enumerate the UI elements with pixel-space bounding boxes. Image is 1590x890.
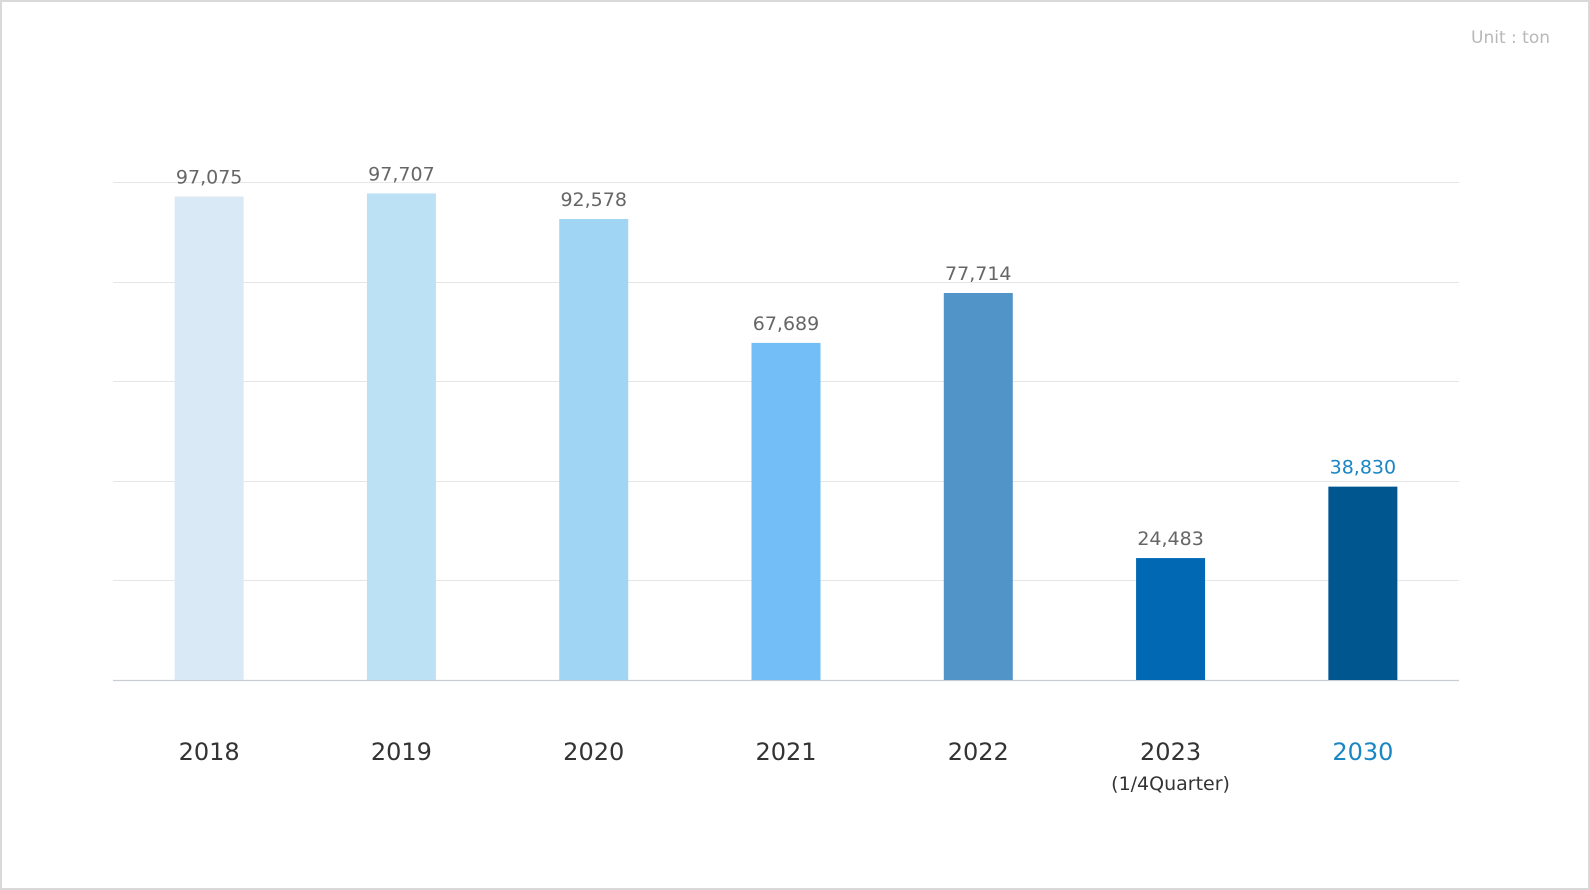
bar-2019 [366,193,436,681]
bar-2020 [559,218,629,681]
bar-2030 [1328,486,1398,680]
unit-label: Unit : ton [1471,28,1550,48]
category-label-2019: 2019 [371,738,432,766]
value-label-2021: 67,689 [753,313,819,335]
bars [174,193,1398,681]
value-label-2019: 97,707 [368,163,434,185]
bar-2021 [751,342,821,680]
category-label-2030: 2030 [1332,738,1393,766]
category-label-2022: 2022 [948,738,1009,766]
value-label-2022: 77,714 [945,263,1011,285]
bar-2022 [943,292,1013,680]
value-label-2023: 24,483 [1137,528,1203,550]
category-label-2023: 2023 [1140,738,1201,766]
value-label-2030: 38,830 [1330,457,1396,479]
category-sublabel-2023: (1/4Quarter) [1111,773,1230,795]
category-label-2018: 2018 [179,738,240,766]
value-label-2020: 92,578 [560,189,626,211]
bar-2023 [1136,558,1206,680]
category-label-2021: 2021 [755,738,816,766]
labels: 97,075 2018 97,707 2019 92,578 2020 67,689 2021… [176,163,1396,795]
value-label-2018: 97,075 [176,167,242,189]
bar-2018 [174,196,244,680]
category-label-2020: 2020 [563,738,624,766]
